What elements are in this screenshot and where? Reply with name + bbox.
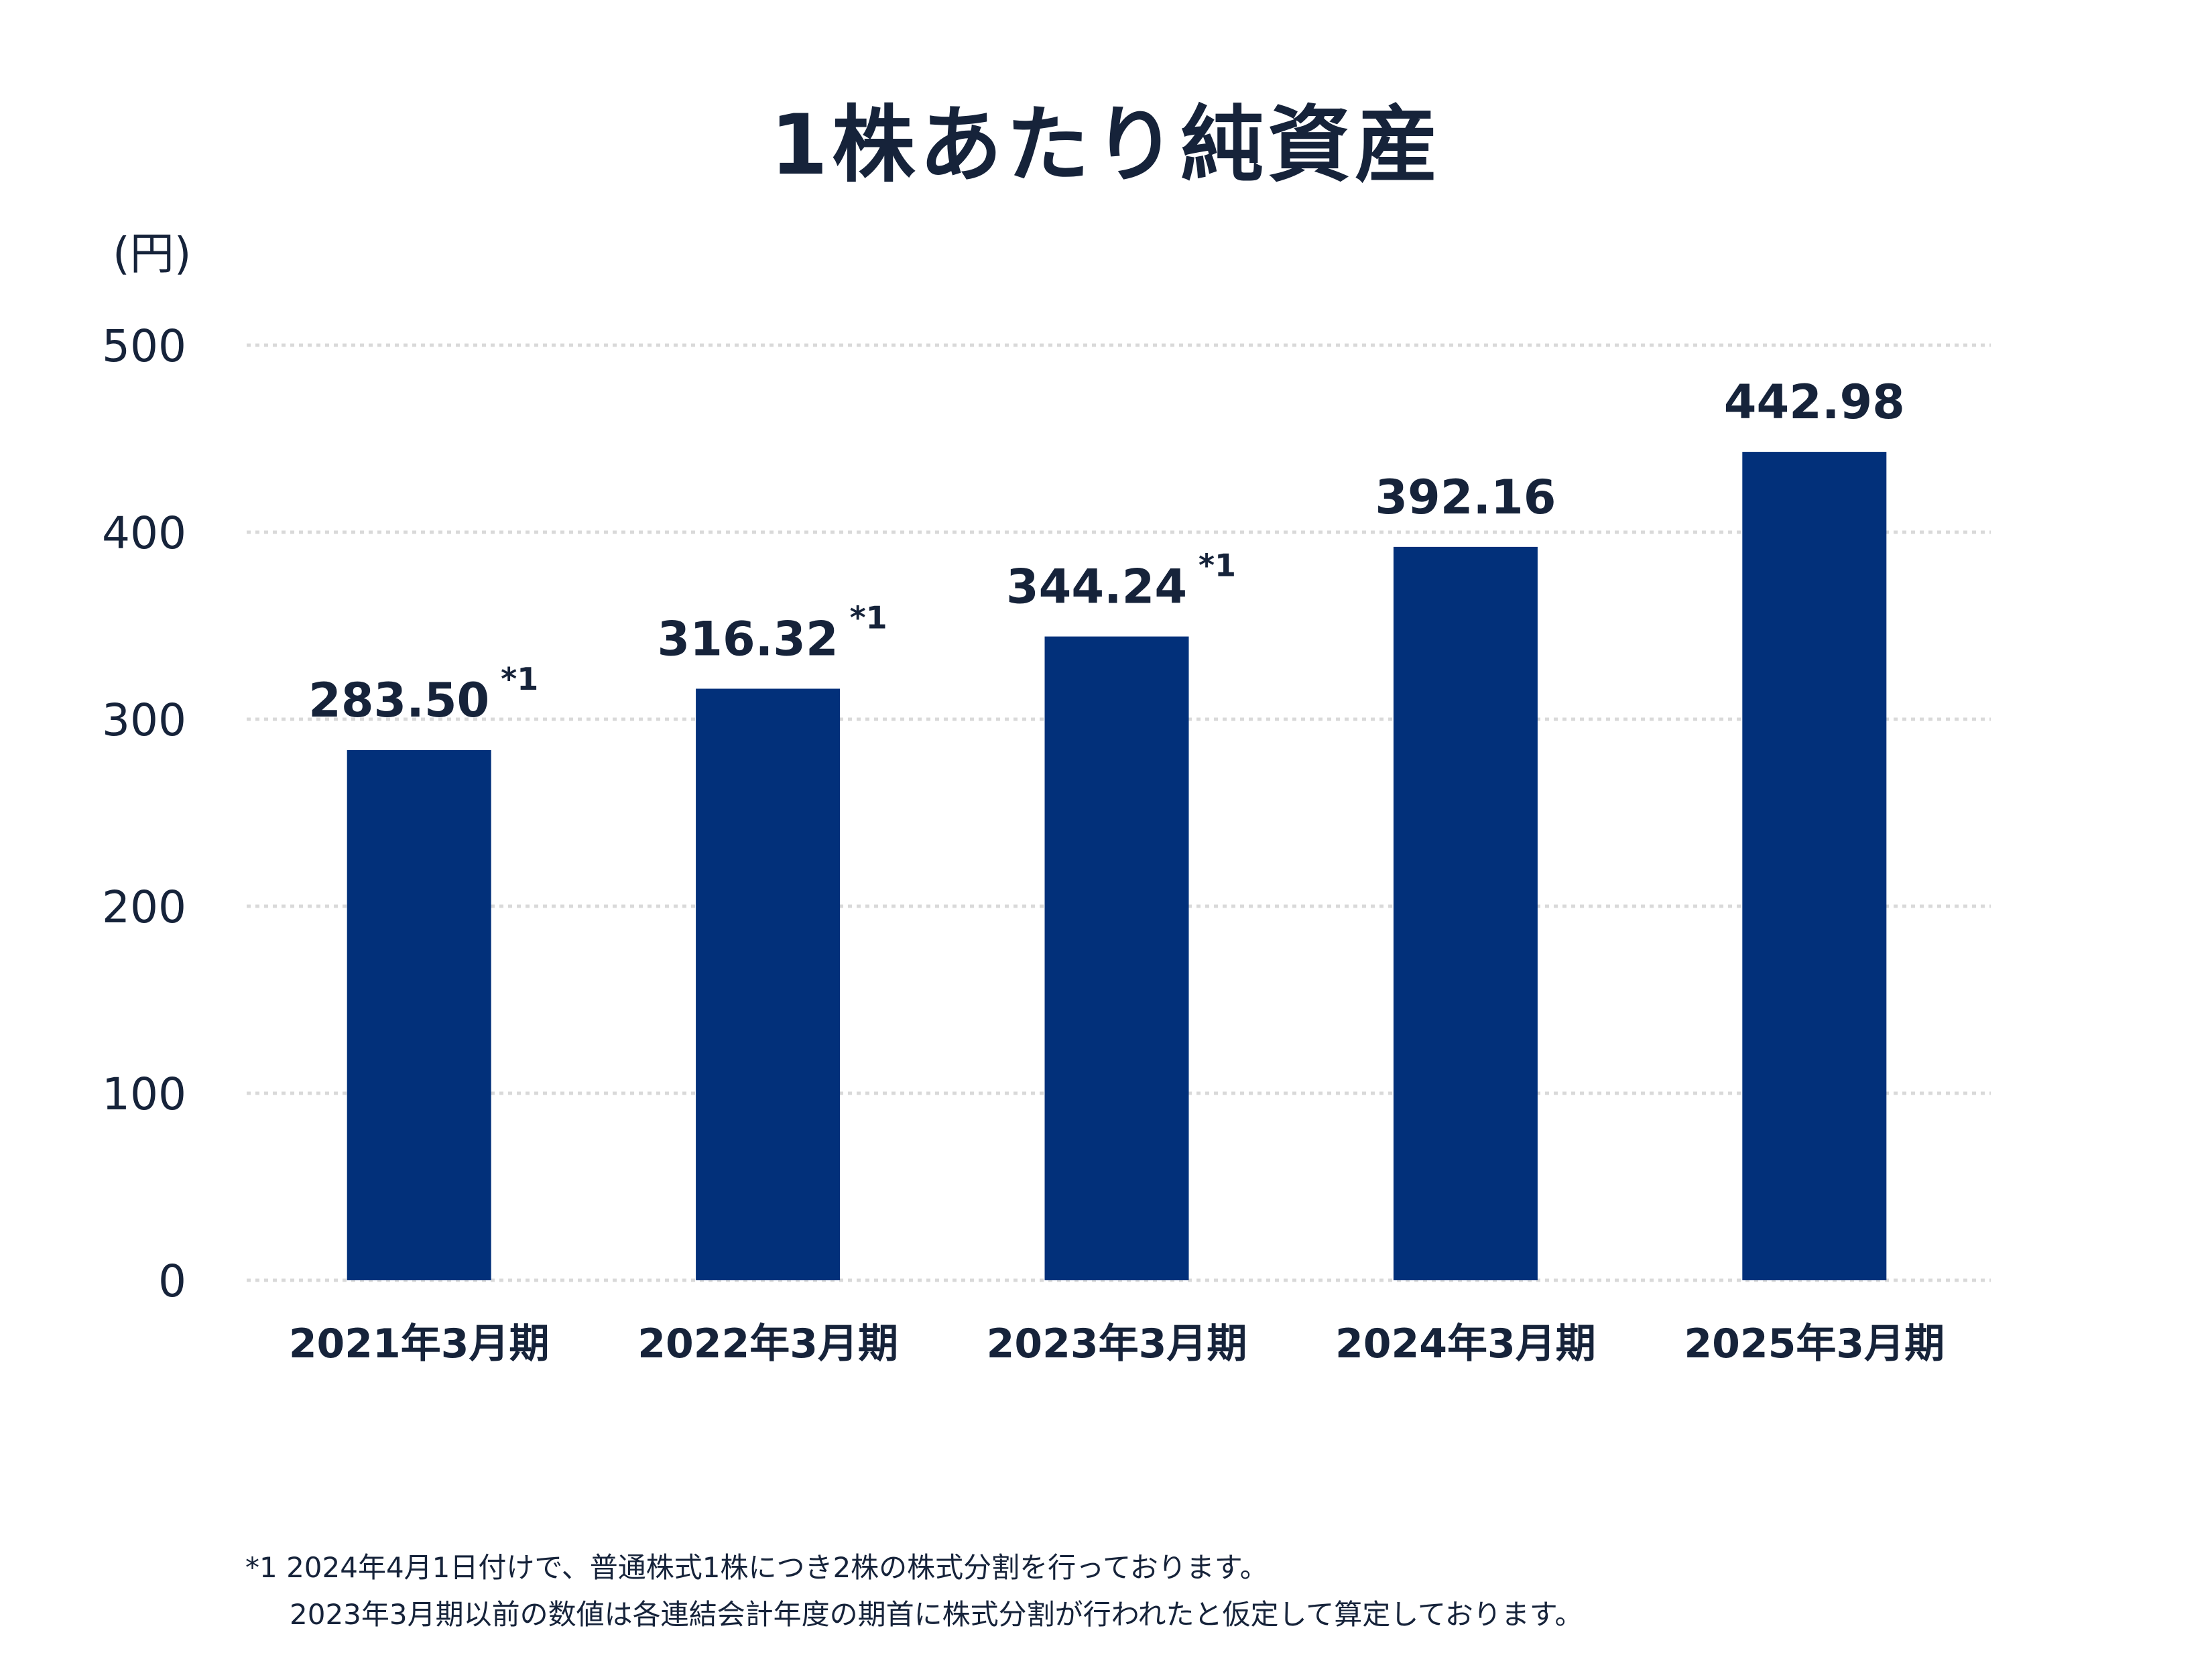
y-tick-label: 400 <box>102 507 186 559</box>
data-label: 344.24 <box>1006 560 1187 615</box>
y-tick-label: 500 <box>102 320 186 372</box>
data-label: 283.50 <box>308 673 489 728</box>
x-tick-label: 2021年3月期 <box>289 1320 550 1367</box>
y-tick-label: 200 <box>102 881 186 933</box>
annotation-mark: *1 <box>850 599 887 635</box>
footnote-2: 2023年3月期以前の数値は各連結会計年度の期首に株式分割が行われたと仮定して算… <box>290 1598 1583 1631</box>
bar <box>696 688 841 1280</box>
x-tick-label: 2022年3月期 <box>637 1320 898 1367</box>
bar <box>1393 546 1538 1281</box>
chart-title: 1株あたり純資産 <box>770 97 1442 194</box>
bar <box>1742 452 1887 1280</box>
y-tick-label: 0 <box>158 1255 186 1307</box>
y-tick-label: 300 <box>102 694 186 746</box>
annotation-mark: *1 <box>1199 548 1236 584</box>
bar <box>347 750 491 1280</box>
x-tick-label: 2023年3月期 <box>987 1320 1247 1367</box>
x-tick-label: 2024年3月期 <box>1335 1320 1596 1367</box>
data-label: 442.98 <box>1724 375 1905 430</box>
data-label: 392.16 <box>1375 470 1556 525</box>
annotation-mark: *1 <box>501 661 538 697</box>
y-tick-label: 100 <box>102 1068 186 1120</box>
x-tick-label: 2025年3月期 <box>1684 1320 1945 1367</box>
bar <box>1044 636 1189 1280</box>
y-axis-unit: (円) <box>113 228 192 280</box>
data-label: 316.32 <box>658 611 839 666</box>
footnote-1: *1 2024年4月1日付けで、普通株式1株につき2株の株式分割を行っております… <box>245 1551 1268 1584</box>
